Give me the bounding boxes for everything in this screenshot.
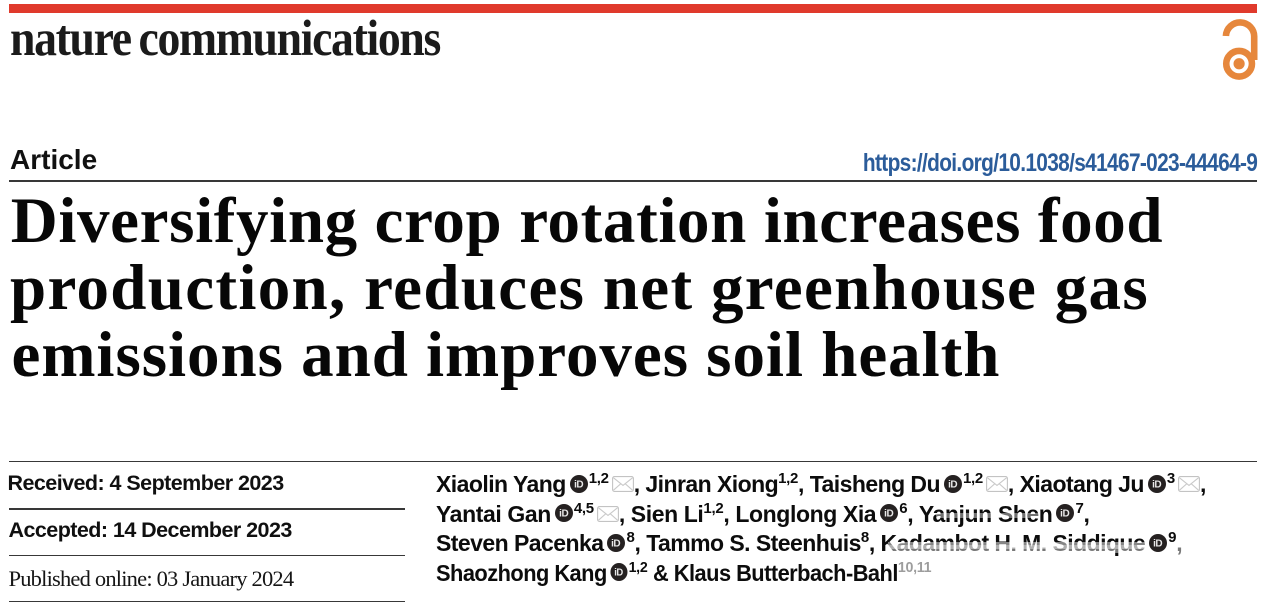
svg-text:iD: iD (614, 568, 623, 579)
svg-text:iD: iD (884, 509, 893, 520)
svg-text:iD: iD (948, 479, 957, 490)
svg-text:iD: iD (559, 509, 568, 520)
svg-text:iD: iD (1153, 538, 1162, 549)
svg-text:iD: iD (612, 538, 621, 549)
svg-text:iD: iD (1061, 509, 1070, 520)
svg-text:iD: iD (1152, 479, 1161, 490)
svg-text:iD: iD (574, 479, 583, 490)
